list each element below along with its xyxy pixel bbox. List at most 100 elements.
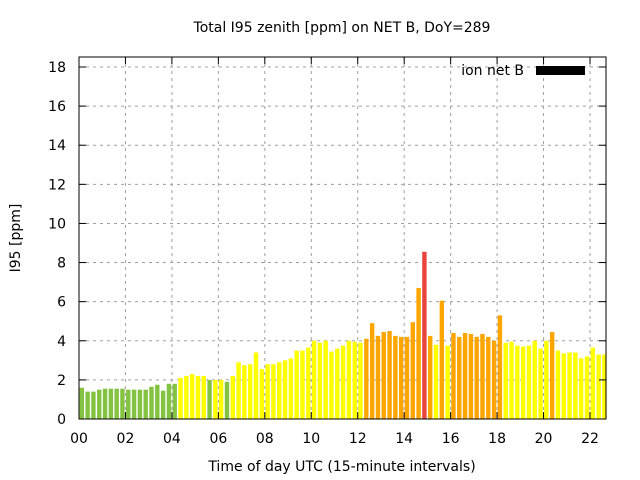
bar	[108, 388, 114, 419]
bar	[538, 348, 543, 419]
bar	[114, 388, 119, 419]
ticks	[78, 57, 606, 420]
bar	[422, 251, 427, 419]
bar	[410, 322, 415, 419]
y-tick-label: 6	[57, 295, 66, 311]
legend-label: ion net B	[461, 63, 524, 79]
bar	[393, 335, 398, 419]
bar	[213, 379, 218, 419]
bar	[329, 351, 334, 419]
bar	[306, 347, 311, 419]
bar	[544, 340, 549, 419]
bar	[346, 340, 352, 419]
bar	[497, 315, 503, 419]
bar	[584, 356, 590, 419]
bar	[416, 287, 421, 419]
bar	[387, 331, 392, 419]
bar	[474, 336, 479, 419]
bar	[358, 342, 363, 419]
bar	[596, 354, 601, 419]
x-tick-label: 16	[442, 431, 460, 447]
bar	[398, 336, 404, 419]
x-tick-label: 12	[349, 431, 367, 447]
x-tick-label: 06	[209, 431, 227, 447]
bar	[166, 383, 172, 419]
bar	[102, 388, 108, 419]
bar	[79, 387, 85, 419]
bar	[428, 335, 433, 419]
bar	[282, 360, 288, 419]
bar	[433, 344, 439, 419]
bar	[247, 364, 253, 419]
bar	[189, 374, 195, 419]
bar	[555, 350, 561, 419]
bar	[259, 369, 265, 419]
bar	[201, 375, 206, 419]
bar	[486, 336, 491, 419]
bar	[131, 389, 137, 419]
bar	[317, 342, 323, 419]
x-tick-label: 02	[117, 431, 135, 447]
bar	[184, 375, 189, 419]
bar	[573, 352, 578, 419]
bar	[155, 384, 160, 419]
bar	[149, 386, 154, 419]
bar	[503, 342, 508, 419]
bar	[590, 347, 596, 419]
y-tick-label: 18	[48, 60, 66, 76]
bar	[236, 362, 241, 419]
bar	[91, 391, 96, 419]
bar	[491, 340, 497, 419]
bar	[468, 333, 474, 419]
bar	[271, 364, 276, 419]
x-tick-label: 14	[395, 431, 413, 447]
grid	[79, 57, 606, 419]
bar	[451, 332, 456, 419]
x-tick-label: 18	[488, 431, 506, 447]
bar	[300, 350, 305, 419]
bars	[79, 251, 607, 419]
bar	[120, 388, 125, 419]
bar	[137, 389, 143, 419]
bar	[352, 341, 357, 419]
x-tick-label: 10	[302, 431, 320, 447]
y-tick-label: 8	[57, 256, 66, 272]
bar	[294, 350, 299, 419]
bar	[578, 358, 584, 419]
bar	[143, 389, 148, 419]
bar	[311, 340, 317, 419]
bar	[242, 365, 247, 419]
bar	[480, 333, 485, 419]
plot-frame	[78, 56, 607, 420]
bar	[195, 375, 201, 419]
bar	[369, 323, 375, 419]
y-tick-label: 16	[48, 99, 66, 115]
x-tick-label: 00	[70, 431, 88, 447]
bar	[160, 390, 166, 419]
x-tick-label: 04	[163, 431, 181, 447]
y-tick-label: 12	[48, 177, 66, 193]
bar	[277, 362, 282, 419]
bar	[567, 352, 572, 419]
y-tick-labels: 0 2 4 6 8 10 12 14 16 18	[48, 60, 66, 428]
bar	[549, 331, 555, 419]
legend-swatch	[536, 66, 585, 75]
bar	[445, 345, 450, 419]
x-tick-label: 20	[535, 431, 553, 447]
x-tick-label: 08	[256, 431, 274, 447]
chart-title: Total I95 zenith [ppm] on NET B, DoY=289	[193, 20, 491, 36]
bar	[230, 375, 235, 419]
bar	[265, 364, 270, 419]
bar	[381, 331, 386, 419]
bar	[375, 335, 381, 419]
bar	[602, 354, 607, 419]
bar	[288, 358, 294, 419]
bar	[335, 348, 340, 419]
bar	[364, 338, 369, 419]
y-tick-label: 0	[57, 412, 66, 428]
bar	[253, 352, 259, 419]
bar	[520, 346, 526, 419]
bar	[561, 353, 566, 419]
y-axis-label: I95 [ppm]	[8, 204, 24, 273]
